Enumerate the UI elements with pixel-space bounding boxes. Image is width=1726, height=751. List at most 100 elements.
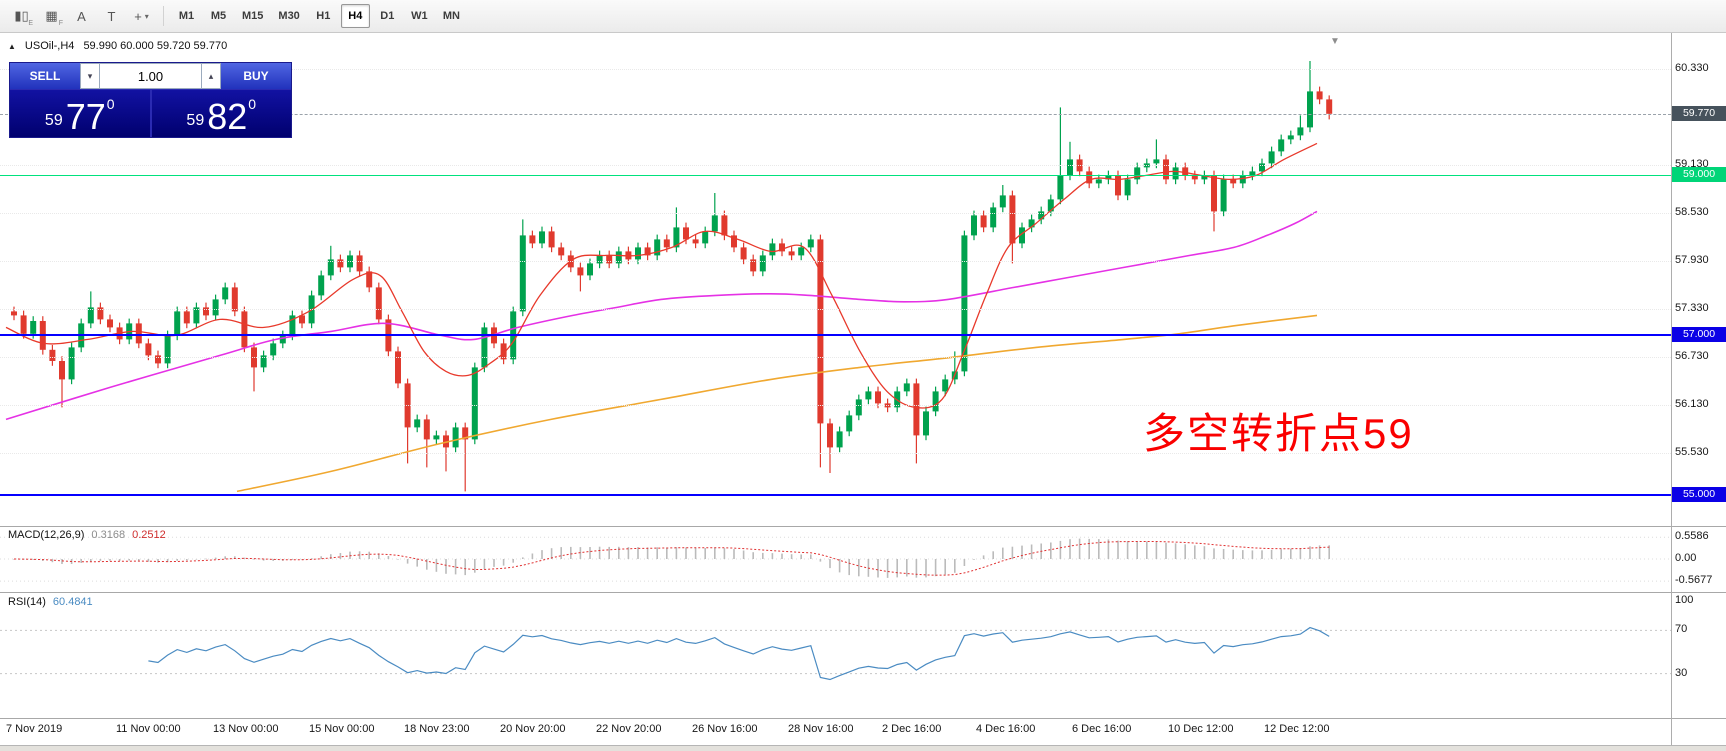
buy-button[interactable]: BUY xyxy=(221,63,291,89)
rsi-panel-border[interactable] xyxy=(0,592,1726,593)
timeframe-buttons-group: M1 M5 M15 M30 H1 H4 D1 W1 MN xyxy=(172,4,466,28)
time-axis-label: 6 Dec 16:00 xyxy=(1072,723,1132,735)
macd-axis-label: 0.00 xyxy=(1675,552,1697,564)
time-axis-label: 26 Nov 16:00 xyxy=(692,723,758,735)
price-gridline xyxy=(0,405,1671,406)
price-gridline xyxy=(0,213,1671,214)
time-axis-label: 2 Dec 16:00 xyxy=(882,723,942,735)
level-57-badge: 57.000 xyxy=(1672,327,1726,343)
timeframe-h1[interactable]: H1 xyxy=(316,10,331,22)
macd-panel-border[interactable] xyxy=(0,526,1726,527)
price-tick-label: 57.930 xyxy=(1675,254,1709,266)
indicator-grid-icon[interactable]: ▦ F xyxy=(45,8,63,27)
price-axis-separator xyxy=(1671,33,1672,745)
time-axis-label: 4 Dec 16:00 xyxy=(976,723,1036,735)
horizontal-level-line[interactable] xyxy=(0,334,1671,337)
rsi-axis-label: 30 xyxy=(1675,666,1688,679)
chart-shift-marker-icon[interactable]: ▼ xyxy=(1330,36,1340,47)
timeframe-m30[interactable]: M30 xyxy=(278,10,300,22)
sell-button[interactable]: SELL xyxy=(10,63,80,89)
macd-label-row: MACD(12,26,9) 0.3168 0.2512 xyxy=(8,529,166,541)
time-axis-label: 13 Nov 00:00 xyxy=(213,723,279,735)
ask-price-small: 59 xyxy=(186,112,205,129)
macd-axis-label: 0.5586 xyxy=(1675,530,1709,543)
chart-tools-group: ▮▯ E ▦ F A T + ▾ xyxy=(8,4,155,28)
chart-ohlc: 59.990 60.000 59.720 59.770 xyxy=(83,40,228,52)
current-price-line xyxy=(0,113,1671,115)
volume-decrease-button[interactable]: ▾ xyxy=(80,63,100,89)
price-tick-label: 55.530 xyxy=(1675,446,1709,458)
chart-header: ▲ USOil-,H4 59.990 60.000 59.720 59.770 xyxy=(8,40,227,52)
horizontal-level-line[interactable] xyxy=(0,494,1671,497)
text-label-icon[interactable]: A xyxy=(77,8,86,24)
crosshair-pointer-icon[interactable]: + ▾ xyxy=(134,8,149,24)
horizontal-scrollbar[interactable] xyxy=(0,745,1726,751)
price-gridline xyxy=(0,261,1671,262)
one-click-trading-panel: SELL ▾ 1.00 ▴ BUY 59 77 0 59 82 0 xyxy=(9,62,292,138)
ask-price-sup: 0 xyxy=(248,96,257,112)
timeframe-mn[interactable]: MN xyxy=(442,10,460,22)
price-tick-label: 60.330 xyxy=(1675,62,1709,74)
rsi-value: 60.4841 xyxy=(52,596,93,608)
bid-price-big: 77 xyxy=(65,95,106,137)
macd-axis-label: -0.5677 xyxy=(1675,574,1713,587)
time-axis-label: 15 Nov 00:00 xyxy=(309,723,375,735)
timeframe-d1[interactable]: D1 xyxy=(380,10,395,22)
price-tick-label: 59.130 xyxy=(1675,158,1709,170)
price-gridline xyxy=(0,309,1671,310)
text-box-icon[interactable]: T xyxy=(107,8,116,24)
rsi-chart[interactable] xyxy=(0,592,1671,718)
candlestick-chart[interactable] xyxy=(0,33,1671,526)
toolbar: ▮▯ E ▦ F A T + ▾ M1 M5 M15 M30 H1 H4 D1 W1 MN xyxy=(0,0,1726,33)
current-price-badge: 59.770 xyxy=(1672,105,1726,121)
time-axis-label: 20 Nov 20:00 xyxy=(500,723,566,735)
timeframe-m1[interactable]: M1 xyxy=(178,10,195,22)
time-axis-label: 18 Nov 23:00 xyxy=(404,723,470,735)
rsi-axis-label: 100 xyxy=(1675,594,1694,606)
level-59-badge: 59.000 xyxy=(1672,167,1726,183)
bid-price-display[interactable]: 59 77 0 xyxy=(10,90,150,137)
toolbar-separator xyxy=(163,6,164,26)
rsi-axis-label: 70 xyxy=(1675,623,1688,636)
bid-price-small: 59 xyxy=(44,112,63,129)
time-axis-label: 22 Nov 20:00 xyxy=(596,723,662,735)
price-tick-label: 58.530 xyxy=(1675,206,1709,218)
time-axis-border xyxy=(0,718,1726,719)
price-gridline xyxy=(0,165,1671,166)
time-axis-label: 28 Nov 16:00 xyxy=(788,723,854,735)
timeframe-m15[interactable]: M15 xyxy=(242,10,264,22)
ask-price-display[interactable]: 59 82 0 xyxy=(151,90,291,137)
rsi-label-row: RSI(14) 60.4841 xyxy=(8,596,93,608)
time-axis-label: 11 Nov 00:00 xyxy=(116,723,181,735)
volume-input[interactable]: 1.00 xyxy=(100,63,201,89)
indicator-grid-icon-sub: F xyxy=(58,20,63,27)
level-55-badge: 55.000 xyxy=(1672,487,1726,503)
volume-increase-button[interactable]: ▴ xyxy=(201,63,221,89)
price-tick-label: 57.330 xyxy=(1675,302,1709,314)
macd-chart[interactable] xyxy=(0,526,1671,592)
price-gridline xyxy=(0,357,1671,358)
macd-signal-value: 0.2512 xyxy=(132,529,166,541)
horizontal-level-line[interactable] xyxy=(0,174,1671,176)
price-tick-label: 56.130 xyxy=(1675,398,1709,410)
symbol-arrow-icon: ▲ xyxy=(8,41,16,51)
chart-symbol: USOil-,H4 xyxy=(24,40,75,52)
time-axis-label: 7 Nov 2019 xyxy=(6,723,63,735)
candlestick-chart-icon-sub: E xyxy=(28,20,33,27)
price-gridline xyxy=(0,69,1671,70)
time-axis-label: 10 Dec 12:00 xyxy=(1168,723,1234,735)
dropdown-arrow-icon: ▾ xyxy=(144,11,149,21)
timeframe-w1[interactable]: W1 xyxy=(411,10,428,22)
rsi-label: RSI(14) xyxy=(8,596,46,608)
timeframe-m5[interactable]: M5 xyxy=(210,10,227,22)
ask-price-big: 82 xyxy=(207,95,248,137)
price-tick-label: 56.730 xyxy=(1675,350,1709,362)
time-axis-label: 12 Dec 12:00 xyxy=(1264,723,1330,735)
macd-main-value: 0.3168 xyxy=(91,529,126,541)
macd-label: MACD(12,26,9) xyxy=(8,529,85,541)
bid-price-sup: 0 xyxy=(106,96,115,112)
timeframe-h4[interactable]: H4 xyxy=(340,4,370,28)
candlestick-chart-icon[interactable]: ▮▯ E xyxy=(14,8,33,27)
price-gridline xyxy=(0,453,1671,454)
